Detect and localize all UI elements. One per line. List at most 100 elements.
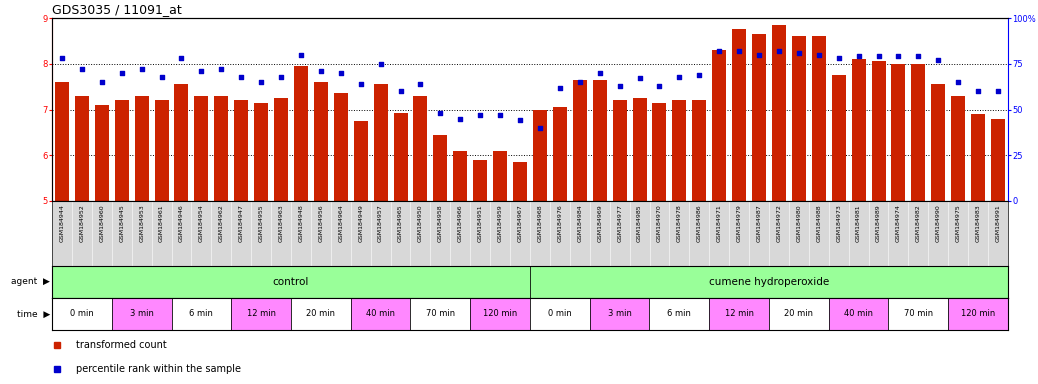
Bar <box>374 84 387 201</box>
Point <box>691 72 708 78</box>
Text: GSM184945: GSM184945 <box>119 204 125 242</box>
Bar <box>194 96 209 201</box>
Bar <box>214 96 228 201</box>
Bar <box>892 64 905 201</box>
Bar <box>692 100 706 201</box>
Text: GSM184965: GSM184965 <box>398 204 403 242</box>
Text: GSM184977: GSM184977 <box>618 204 622 242</box>
Bar <box>573 80 586 201</box>
Bar <box>52 298 112 330</box>
Text: GSM184952: GSM184952 <box>79 204 84 242</box>
Text: GSM184949: GSM184949 <box>358 204 363 242</box>
Text: GSM184955: GSM184955 <box>258 204 264 242</box>
Text: transformed count: transformed count <box>76 340 167 350</box>
Point <box>611 83 628 89</box>
Point <box>233 73 249 79</box>
Bar <box>235 100 248 201</box>
Bar <box>828 298 889 330</box>
Text: GSM184956: GSM184956 <box>319 204 324 242</box>
Text: 20 min: 20 min <box>306 310 335 318</box>
Bar <box>831 75 846 201</box>
Text: GSM184963: GSM184963 <box>278 204 283 242</box>
Text: cumene hydroperoxide: cumene hydroperoxide <box>709 277 829 287</box>
Bar <box>155 100 168 201</box>
Bar <box>334 93 348 201</box>
Text: GSM184988: GSM184988 <box>816 204 821 242</box>
Bar <box>772 25 786 201</box>
Text: 3 min: 3 min <box>607 310 631 318</box>
Text: percentile rank within the sample: percentile rank within the sample <box>76 364 241 374</box>
Point <box>531 125 548 131</box>
Text: GSM184946: GSM184946 <box>179 204 184 242</box>
Point <box>412 81 429 87</box>
Bar <box>951 96 965 201</box>
Bar <box>112 298 171 330</box>
Point <box>512 118 528 124</box>
Bar <box>949 298 1008 330</box>
Text: 20 min: 20 min <box>785 310 814 318</box>
Text: time  ▶: time ▶ <box>17 310 50 318</box>
Text: GSM184973: GSM184973 <box>837 204 841 242</box>
Point <box>133 66 149 72</box>
Bar <box>454 151 467 201</box>
Text: 120 min: 120 min <box>483 310 517 318</box>
Text: GSM184970: GSM184970 <box>657 204 662 242</box>
Bar <box>653 103 666 201</box>
Bar <box>732 30 746 201</box>
Bar <box>991 119 1005 201</box>
Point <box>432 110 448 116</box>
Point <box>492 112 509 118</box>
Bar <box>231 298 291 330</box>
Text: GSM184971: GSM184971 <box>716 204 721 242</box>
Bar <box>553 107 567 201</box>
Bar <box>354 121 367 201</box>
Bar <box>351 298 410 330</box>
Point <box>253 79 270 85</box>
Point <box>113 70 130 76</box>
Text: 40 min: 40 min <box>844 310 873 318</box>
Point <box>332 70 349 76</box>
Bar <box>632 98 647 201</box>
Text: GSM184959: GSM184959 <box>497 204 502 242</box>
Bar <box>393 113 408 201</box>
Point <box>312 68 329 74</box>
Text: GSM184980: GSM184980 <box>796 204 801 242</box>
Text: GSM184985: GSM184985 <box>637 204 643 242</box>
Text: 40 min: 40 min <box>366 310 395 318</box>
Point <box>791 50 808 56</box>
Bar <box>812 36 826 201</box>
Text: GSM184944: GSM184944 <box>59 204 64 242</box>
Bar <box>55 82 69 201</box>
Text: GSM184991: GSM184991 <box>995 204 1001 242</box>
Text: GSM184987: GSM184987 <box>757 204 762 242</box>
Point <box>950 79 966 85</box>
Bar <box>115 100 129 201</box>
Text: GSM184950: GSM184950 <box>418 204 422 242</box>
Text: 6 min: 6 min <box>190 310 214 318</box>
Bar <box>94 105 109 201</box>
Bar <box>75 96 89 201</box>
Bar <box>410 298 470 330</box>
Bar <box>254 103 268 201</box>
Bar <box>590 298 650 330</box>
Text: GSM184964: GSM184964 <box>338 204 344 242</box>
Point <box>731 48 747 54</box>
Text: GSM184984: GSM184984 <box>577 204 582 242</box>
Point <box>154 73 170 79</box>
Text: 0 min: 0 min <box>548 310 572 318</box>
Point <box>870 53 886 60</box>
Bar <box>294 66 308 201</box>
Point <box>93 79 110 85</box>
Bar <box>171 298 231 330</box>
Bar <box>911 64 925 201</box>
Text: GSM184947: GSM184947 <box>239 204 244 242</box>
Bar <box>135 96 148 201</box>
Bar <box>673 100 686 201</box>
Bar <box>513 162 527 201</box>
Text: agent  ▶: agent ▶ <box>11 278 50 286</box>
Point <box>850 53 867 60</box>
Text: GSM184957: GSM184957 <box>378 204 383 242</box>
Point <box>711 48 728 54</box>
Bar <box>612 100 627 201</box>
Text: 12 min: 12 min <box>247 310 276 318</box>
